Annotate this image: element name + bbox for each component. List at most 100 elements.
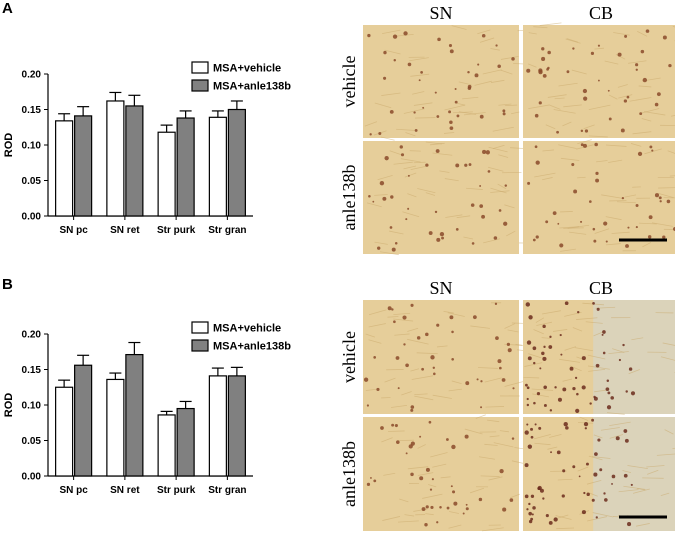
stained-cell xyxy=(393,34,397,38)
column-label: SN xyxy=(429,3,452,23)
bar-str-gran-series-2 xyxy=(228,376,245,476)
micrograph-cb-anle138b xyxy=(523,140,675,254)
stained-cell xyxy=(526,508,528,510)
stained-cell xyxy=(464,164,467,167)
stained-cell xyxy=(481,215,485,219)
stained-cell xyxy=(526,423,528,425)
fiber xyxy=(523,377,539,378)
stained-cell xyxy=(430,489,432,491)
stained-cell xyxy=(468,87,471,90)
fiber xyxy=(388,431,405,432)
fiber xyxy=(658,188,675,189)
stained-cell xyxy=(542,357,546,361)
legend-swatch xyxy=(192,80,208,91)
stained-cell xyxy=(429,231,433,235)
row-label: anle138b xyxy=(339,441,359,507)
stained-cell xyxy=(502,378,506,382)
stained-cell xyxy=(535,423,537,425)
stained-cell xyxy=(436,238,440,242)
stained-cell xyxy=(585,427,587,429)
stained-cell xyxy=(435,92,437,94)
stained-cell xyxy=(388,306,392,310)
stained-cell xyxy=(407,208,409,210)
stained-cell xyxy=(395,242,398,245)
y-tick-label: 0.00 xyxy=(22,472,42,483)
stained-cell xyxy=(549,336,551,338)
stained-cell xyxy=(544,404,547,407)
stained-cell xyxy=(446,438,449,441)
stained-cell xyxy=(482,150,486,154)
stained-cell xyxy=(455,88,457,90)
stained-cell xyxy=(533,239,536,242)
stained-cell xyxy=(390,110,394,114)
stained-cell xyxy=(526,69,530,73)
stained-cell xyxy=(591,52,594,55)
legend-label: MSA+vehicle xyxy=(213,63,281,75)
stained-cell xyxy=(411,442,415,446)
stained-cell xyxy=(424,523,427,526)
stained-cell xyxy=(582,385,586,389)
stained-cell xyxy=(543,74,547,78)
stained-cell xyxy=(528,444,532,448)
stained-cell xyxy=(466,504,468,506)
stained-cell xyxy=(499,209,502,212)
stained-cell xyxy=(510,498,514,502)
fiber xyxy=(415,118,436,119)
stained-cell xyxy=(408,175,410,177)
stained-cell xyxy=(486,150,490,154)
x-tick-label: Str gran xyxy=(208,485,246,496)
stained-cell xyxy=(622,344,624,346)
stained-cell xyxy=(497,359,501,363)
stained-cell xyxy=(603,492,605,494)
bar-str-purk-series-2 xyxy=(177,409,194,476)
stained-cell xyxy=(593,473,597,477)
stained-cell xyxy=(411,405,415,409)
stained-cell xyxy=(527,386,530,389)
stained-cell xyxy=(531,495,534,498)
stained-cell xyxy=(525,384,528,387)
stained-cell xyxy=(435,211,437,213)
stained-cell xyxy=(532,513,534,515)
stained-cell xyxy=(420,71,423,74)
stained-cell xyxy=(582,356,586,360)
stained-cell xyxy=(426,505,429,508)
stained-cell xyxy=(611,483,613,485)
stained-cell xyxy=(415,129,418,132)
stained-cell xyxy=(581,130,583,132)
stained-cell xyxy=(631,391,635,395)
stained-cell xyxy=(572,465,575,468)
stained-cell xyxy=(433,373,436,376)
stained-cell xyxy=(383,77,386,80)
stained-cell xyxy=(406,452,408,454)
stained-cell xyxy=(436,149,440,153)
stained-cell xyxy=(403,343,405,345)
bar-str-gran-series-1 xyxy=(209,117,226,216)
stained-cell xyxy=(499,469,503,473)
stained-cell xyxy=(554,517,558,521)
stained-cell xyxy=(380,181,384,185)
x-tick-label: Str purk xyxy=(157,225,196,236)
stained-cell xyxy=(539,367,541,369)
stained-cell xyxy=(586,493,589,496)
stained-cell xyxy=(530,518,533,521)
stained-cell xyxy=(410,473,413,476)
stained-cell xyxy=(480,380,482,382)
stained-cell xyxy=(525,430,529,434)
stained-cell xyxy=(495,303,497,305)
stained-cell xyxy=(576,393,579,396)
stained-cell xyxy=(488,170,491,173)
stained-cell xyxy=(380,426,384,430)
stained-cell xyxy=(621,128,625,132)
stained-cell xyxy=(372,201,374,203)
stained-cell xyxy=(405,363,409,367)
stained-cell xyxy=(512,387,514,389)
stained-cell xyxy=(586,463,589,466)
stained-cell xyxy=(627,522,631,526)
stained-cell xyxy=(575,377,577,379)
stained-cell xyxy=(451,445,455,449)
stained-cell xyxy=(536,235,539,238)
stained-cell xyxy=(598,80,600,82)
stained-cell xyxy=(593,240,596,243)
stained-cell xyxy=(657,92,661,96)
